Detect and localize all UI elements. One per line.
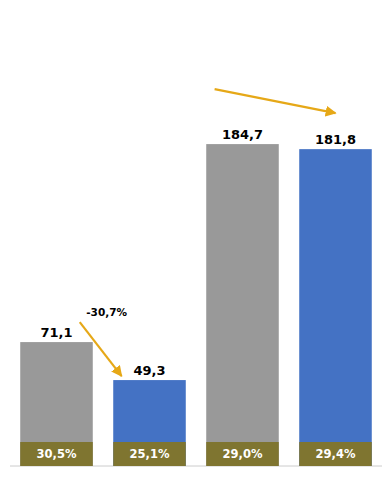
share-box xyxy=(20,442,93,466)
bar xyxy=(206,144,279,466)
arrow xyxy=(80,322,122,376)
share-label: 25,1% xyxy=(130,447,170,461)
annotation: -30,7% xyxy=(86,306,127,318)
bar xyxy=(299,149,372,466)
data-label: 181,8 xyxy=(315,132,356,147)
data-label: 184,7 xyxy=(222,127,263,142)
bar xyxy=(113,380,186,466)
share-box xyxy=(206,442,279,466)
data-label: 49,3 xyxy=(133,363,165,378)
chart: 71,1 30,5% 49,3 25,1% 184,7 29,0% 181,8 29,4% -3… xyxy=(0,0,392,501)
share-label: 29,0% xyxy=(223,447,263,461)
share-label: 29,4% xyxy=(316,447,356,461)
bar xyxy=(20,342,93,466)
data-label: 71,1 xyxy=(40,325,72,340)
share-label: 30,5% xyxy=(37,447,77,461)
arrow xyxy=(215,89,336,113)
chart-container: 71,1 30,5% 49,3 25,1% 184,7 29,0% 181,8 29,4% -3… xyxy=(0,0,392,501)
share-box xyxy=(299,442,372,466)
bars xyxy=(20,144,372,466)
share-box xyxy=(113,442,186,466)
labels: 71,1 30,5% 49,3 25,1% 184,7 29,0% 181,8 29,4% xyxy=(20,127,372,466)
